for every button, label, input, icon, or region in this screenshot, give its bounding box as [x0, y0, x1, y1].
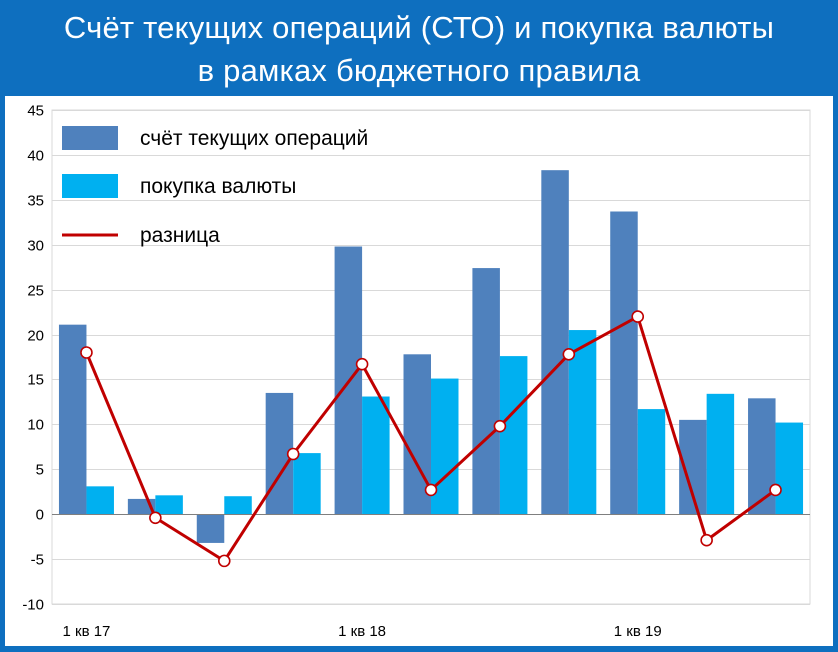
bar-sto [196, 514, 225, 543]
line-diff-point [769, 483, 782, 497]
line-diff-point [562, 348, 576, 361]
line-diff-point [631, 310, 645, 323]
legend: счёт текущих операций покупка валюты разни… [62, 126, 368, 247]
line-diff-point [149, 511, 162, 525]
y-tick-label: 20 [27, 328, 44, 345]
frame-border-right [833, 96, 838, 652]
line-diff-point [493, 419, 507, 433]
line-diff-point [217, 554, 231, 568]
bar-fx [775, 422, 804, 515]
y-tick-label: 5 [36, 462, 44, 479]
y-tick-label: 10 [27, 417, 44, 434]
line-diff-point [424, 483, 438, 497]
bar-fx [706, 393, 735, 515]
line-diff-point [286, 447, 300, 461]
bar-fx [637, 409, 666, 515]
y-tick-label: 25 [27, 283, 44, 300]
line-diff-point [700, 533, 713, 547]
legend-label: разница [140, 224, 220, 247]
bar-fx [293, 453, 321, 515]
bar-sto [748, 398, 776, 515]
x-tick-label: 1 кв 19 [614, 623, 662, 640]
y-tick-label: 40 [27, 148, 44, 165]
line-diff-point [80, 346, 93, 359]
bar-fx [568, 330, 597, 515]
frame-border-bottom [0, 646, 838, 652]
title-bar: Счёт текущих операций (СТО) и покупка ва… [0, 0, 838, 96]
chart-svg: -10 -5 0 5 10 15 20 25 30 35 40 45 1 кв 17 1 кв 18 1 к… [22, 103, 811, 640]
bar-fx [86, 486, 114, 515]
y-tick-label: 15 [27, 372, 44, 389]
y-tick-label: 35 [27, 193, 44, 210]
bar-sto [610, 211, 638, 515]
legend-swatch-fx [62, 174, 118, 198]
line-diff-point [355, 357, 369, 371]
y-tick-label: 0 [36, 507, 44, 524]
bars-layer [58, 170, 804, 543]
y-tick-label: 30 [27, 238, 44, 255]
axis-layer: -10 -5 0 5 10 15 20 25 30 35 40 45 1 кв 17 1 кв 18 1 к… [22, 103, 810, 640]
bar-fx [224, 496, 252, 515]
x-tick-label: 1 кв 17 [63, 623, 111, 640]
bar-sto [472, 268, 500, 515]
legend-swatch-sto [62, 126, 118, 150]
chart-title-line-1: Счёт текущих операций (СТО) и покупка ва… [63, 10, 775, 45]
legend-label: покупка валюты [140, 175, 296, 198]
y-tick-label: 45 [27, 103, 44, 120]
y-tick-label: -5 [31, 552, 44, 569]
line-layer [80, 310, 782, 568]
legend-label: счёт текущих операций [140, 127, 368, 150]
bar-fx [155, 495, 183, 515]
x-tick-label: 1 кв 18 [338, 623, 386, 640]
chart-title-line-2: в рамках бюджетного правила [197, 53, 641, 88]
chart-area: -10 -5 0 5 10 15 20 25 30 35 40 45 1 кв 17 1 кв 18 1 к… [5, 96, 833, 646]
bar-fx [362, 396, 390, 515]
frame-border-left [0, 96, 5, 652]
bar-fx [499, 356, 528, 515]
bar-sto [541, 170, 569, 515]
y-tick-label: -10 [22, 597, 44, 614]
